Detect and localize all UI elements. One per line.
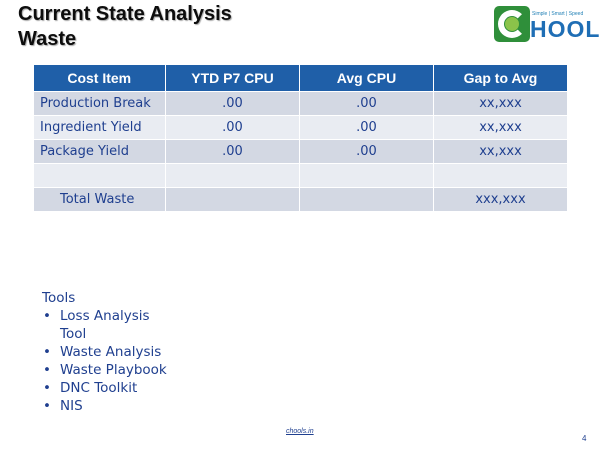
list-item: • Loss Analysis Tool — [43, 308, 150, 342]
tools-list: Tools • Loss Analysis Tool • Waste Analysi… — [42, 289, 180, 415]
list-item: • Waste Analysis — [43, 344, 162, 360]
company-logo: Simple | Smart | Speed HOOLS — [494, 4, 600, 44]
cell-gap-to-avg — [433, 163, 568, 188]
slide-title-line1: Current State Analysis — [18, 3, 232, 25]
logo-mark-icon — [494, 6, 530, 42]
cell-avg-cpu — [299, 163, 434, 188]
cell-avg-cpu: .00 — [299, 115, 434, 140]
bullet-icon: • — [43, 398, 51, 414]
cell-total-gap: xxx,xxx — [433, 187, 568, 212]
cell-cost-item: Package Yield — [33, 139, 166, 164]
cell-cost-item — [33, 163, 166, 188]
bullet-icon: • — [43, 308, 51, 324]
table-total-row: Total Waste xxx,xxx — [33, 187, 568, 212]
bullet-icon: • — [43, 362, 51, 378]
bullet-icon: • — [43, 380, 51, 396]
page-number: 4 — [582, 434, 587, 443]
cell-gap-to-avg: xx,xxx — [433, 115, 568, 140]
cell-avg-cpu — [299, 187, 434, 212]
cell-ytd-p7-cpu — [165, 163, 300, 188]
footer-link[interactable]: chools.in — [286, 428, 314, 435]
tools-heading: Tools — [42, 290, 76, 306]
cell-cost-item: Ingredient Yield — [33, 115, 166, 140]
header-gap-to-avg: Gap to Avg — [433, 65, 568, 92]
cell-ytd-p7-cpu: .00 — [165, 139, 300, 164]
logo-tagline: Simple | Smart | Speed — [532, 11, 584, 17]
slide-title-line2: Waste — [18, 28, 77, 50]
cell-ytd-p7-cpu: .00 — [165, 115, 300, 140]
table-row: Ingredient Yield .00 .00 xx,xxx — [33, 115, 568, 140]
table-header-row: Cost Item YTD P7 CPU Avg CPU Gap to Avg — [33, 65, 568, 92]
cell-avg-cpu: .00 — [299, 139, 434, 164]
cell-gap-to-avg: xx,xxx — [433, 91, 568, 116]
list-item: • DNC Toolkit — [43, 380, 138, 396]
table-row: Production Break .00 .00 xx,xxx — [33, 91, 568, 116]
logo-wordmark: HOOLS — [530, 16, 600, 42]
list-item: • NIS — [43, 398, 83, 414]
cell-cost-item: Production Break — [33, 91, 166, 116]
waste-table: Cost Item YTD P7 CPU Avg CPU Gap to Avg … — [33, 65, 568, 212]
table-row — [33, 163, 568, 188]
cell-avg-cpu: .00 — [299, 91, 434, 116]
header-cost-item: Cost Item — [33, 65, 166, 92]
list-item: • Waste Playbook — [43, 362, 167, 378]
cell-gap-to-avg: xx,xxx — [433, 139, 568, 164]
header-ytd-p7-cpu: YTD P7 CPU — [165, 65, 300, 92]
cell-total-label: Total Waste — [33, 187, 166, 212]
header-avg-cpu: Avg CPU — [299, 65, 434, 92]
cell-ytd-p7-cpu: .00 — [165, 91, 300, 116]
table-row: Package Yield .00 .00 xx,xxx — [33, 139, 568, 164]
slide-title: Current State Analysis Waste — [18, 2, 232, 52]
bullet-icon: • — [43, 344, 51, 360]
cell-ytd-p7-cpu — [165, 187, 300, 212]
